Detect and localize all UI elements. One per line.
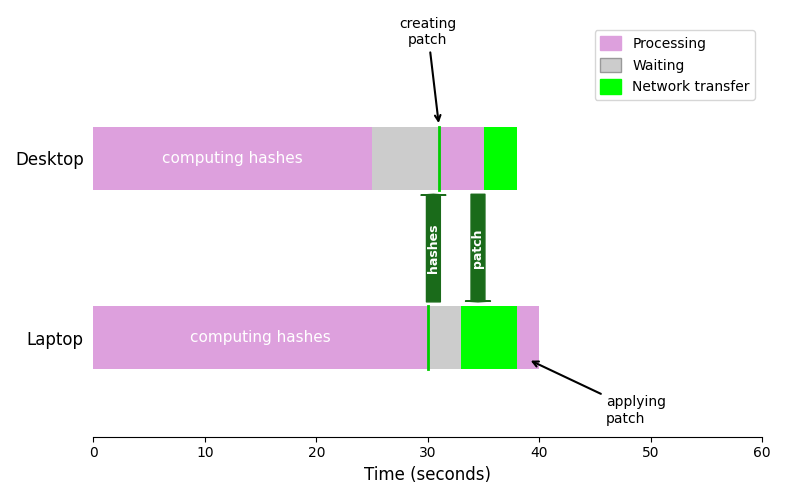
Bar bbox=[461, 306, 517, 369]
Text: hashes: hashes bbox=[427, 224, 440, 273]
Text: computing hashes: computing hashes bbox=[163, 151, 303, 166]
Legend: Processing, Waiting, Network transfer: Processing, Waiting, Network transfer bbox=[595, 30, 755, 100]
Bar bbox=[428, 306, 461, 369]
Bar bbox=[439, 127, 483, 190]
Bar bbox=[94, 306, 428, 369]
X-axis label: Time (seconds): Time (seconds) bbox=[365, 466, 491, 484]
Bar bbox=[94, 127, 372, 190]
Text: applying
patch: applying patch bbox=[533, 361, 667, 426]
Text: creating
patch: creating patch bbox=[399, 16, 457, 121]
Text: computing hashes: computing hashes bbox=[190, 330, 331, 345]
Bar bbox=[372, 127, 439, 190]
Bar bbox=[517, 306, 539, 369]
Text: patch: patch bbox=[472, 229, 484, 268]
Bar bbox=[483, 127, 517, 190]
